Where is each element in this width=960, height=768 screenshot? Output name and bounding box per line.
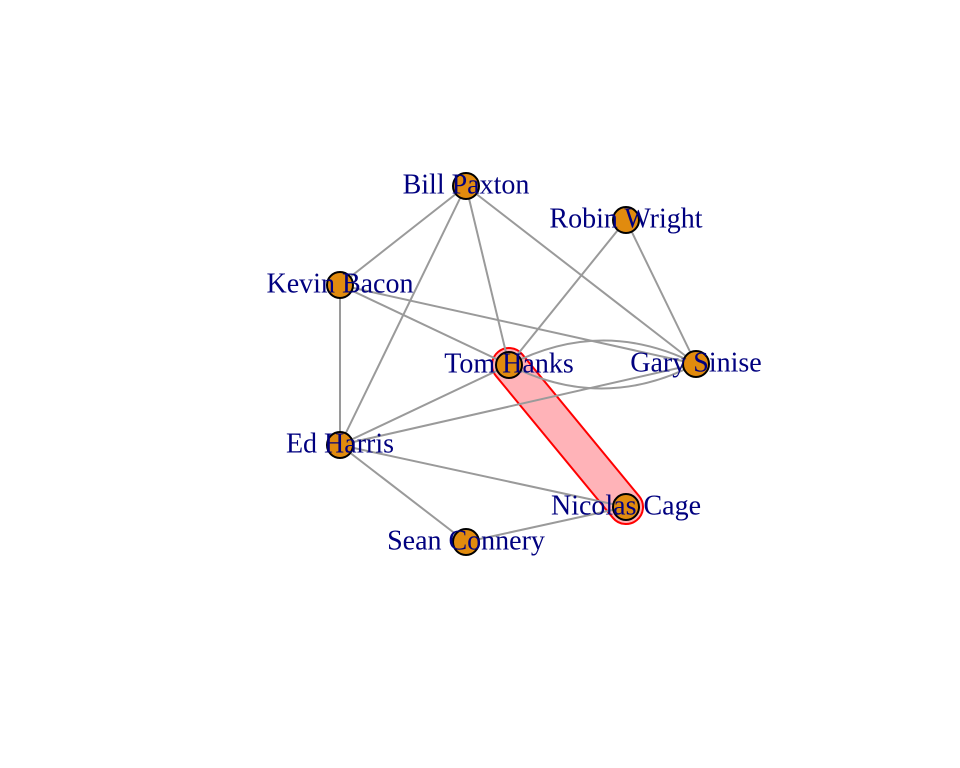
edge-ed_harris-gary_sinise xyxy=(339,363,697,446)
edge-sean_connery-nicolas_cage xyxy=(465,506,627,543)
node-label-nicolas_cage: Nicolas Cage xyxy=(551,490,701,521)
edge-robin_wright-gary_sinise xyxy=(625,219,697,365)
edge-kevin_bacon-gary_sinise xyxy=(339,284,697,365)
node-label-bill_paxton: Bill Paxton xyxy=(403,169,530,200)
node-label-robin_wright: Robin Wright xyxy=(549,203,702,234)
highlight-group-layer xyxy=(491,347,645,526)
label-layer: Bill Paxton Robin Wright Kevin Bacon Tom Ha… xyxy=(267,169,762,556)
edge-kevin_bacon-tom_hanks xyxy=(339,284,510,366)
edge-robin_wright-tom_hanks xyxy=(508,219,627,366)
edge-bill_paxton-kevin_bacon xyxy=(339,185,467,286)
node-kevin_bacon xyxy=(326,271,354,299)
edge-ed_harris-sean_connery xyxy=(339,444,467,543)
edge-tom_hanks-gary_sinise xyxy=(508,339,697,366)
node-label-gary_sinise: Gary Sinise xyxy=(630,347,761,378)
node-nicolas_cage xyxy=(612,493,640,521)
highlight-group-shape xyxy=(491,347,645,526)
node-robin_wright xyxy=(612,206,640,234)
node-sean_connery xyxy=(452,528,480,556)
node-label-sean_connery: Sean Connery xyxy=(387,525,545,556)
edge-layer xyxy=(339,185,697,543)
edge-bill_paxton-tom_hanks xyxy=(465,185,510,366)
node-tom_hanks xyxy=(495,351,523,379)
edge-ed_harris-nicolas_cage xyxy=(339,444,627,508)
node-gary_sinise xyxy=(682,350,710,378)
node-label-tom_hanks: Tom Hanks xyxy=(444,348,573,379)
node-layer xyxy=(326,172,710,556)
node-ed_harris xyxy=(326,431,354,459)
edge-tom_hanks-gary_sinise xyxy=(508,363,697,390)
node-label-ed_harris: Ed Harris xyxy=(286,428,394,459)
node-label-kevin_bacon: Kevin Bacon xyxy=(267,268,414,299)
edge-ed_harris-tom_hanks xyxy=(339,364,510,446)
node-bill_paxton xyxy=(452,172,480,200)
